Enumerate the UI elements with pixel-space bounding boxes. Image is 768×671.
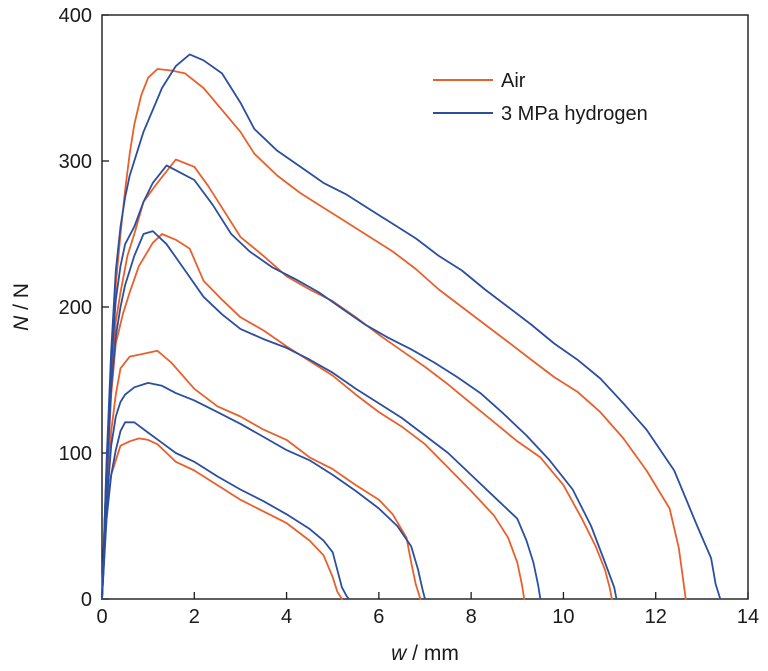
x-tick-label: 6 <box>373 606 384 628</box>
x-tick-label: 0 <box>96 606 107 628</box>
series-line-air-5 <box>101 68 687 600</box>
x-axis-title: w / mm <box>391 642 459 665</box>
y-axis-unit: / N <box>10 283 33 316</box>
y-tick-label: 200 <box>59 297 92 319</box>
x-tick-label: 4 <box>281 606 292 628</box>
plot-frame <box>101 14 749 600</box>
y-tick-label: 400 <box>59 5 92 27</box>
x-tick-label: 10 <box>552 606 574 628</box>
x-axis-variable: w <box>391 642 408 665</box>
series-line-air-2 <box>101 349 422 600</box>
series-line-hydrogen-10 <box>101 53 722 600</box>
legend-label-air: Air <box>501 70 526 92</box>
y-axis-title: N / N <box>10 283 33 331</box>
x-tick-label: 2 <box>189 606 200 628</box>
y-axis-variable: N <box>10 315 33 331</box>
series-line-hydrogen-7 <box>101 381 426 600</box>
y-tick-label: 100 <box>59 443 92 465</box>
x-tick-label: 14 <box>737 606 759 628</box>
legend-label-hydrogen: 3 MPa hydrogen <box>501 103 648 125</box>
y-tick-label: 0 <box>81 589 92 611</box>
series-line-air-4 <box>101 158 613 600</box>
y-tick-label: 300 <box>59 151 92 173</box>
series-line-air-3 <box>101 233 526 600</box>
x-axis-unit: / mm <box>406 642 459 665</box>
series-line-air-1 <box>101 437 343 600</box>
x-tick-label: 12 <box>645 606 667 628</box>
legend: Air 3 MPa hydrogen <box>433 70 648 125</box>
series-line-hydrogen-6 <box>101 421 350 600</box>
series-line-hydrogen-9 <box>101 164 618 600</box>
axis-ticks: 0 2 4 6 8 10 12 14 0 100 200 300 400 <box>59 5 760 628</box>
series-line-hydrogen-8 <box>101 230 542 600</box>
series-layer <box>101 53 722 600</box>
x-tick-label: 8 <box>466 606 477 628</box>
